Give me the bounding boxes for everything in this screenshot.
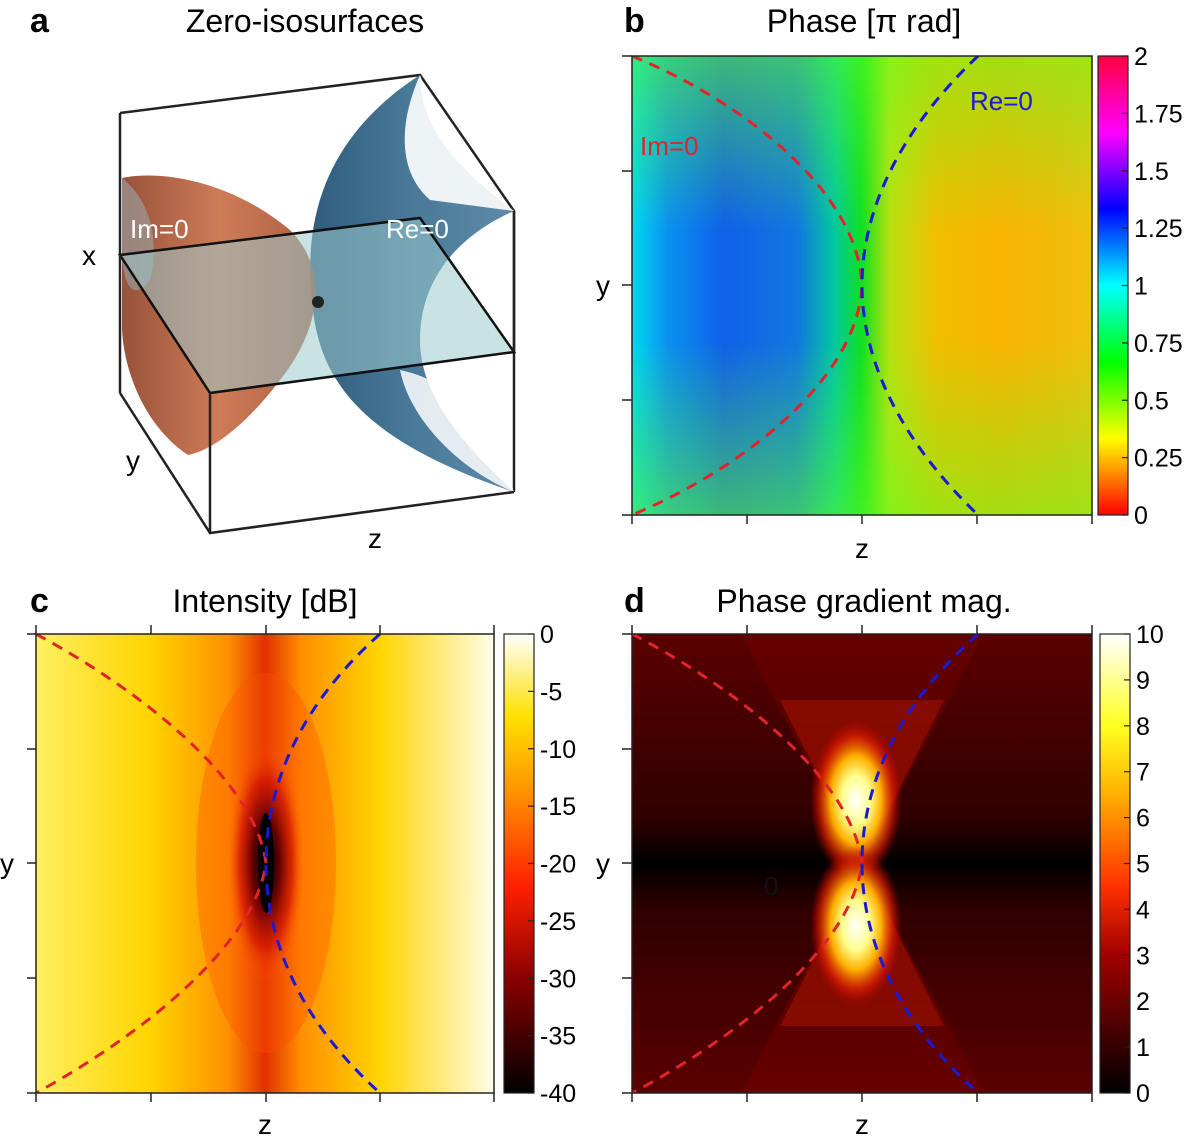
colorbar-tick-label: 2 (1134, 43, 1148, 71)
ylabel-b: y (596, 270, 610, 301)
curve-im-zero-b (632, 56, 864, 515)
colorbar-tick-label: 0 (1134, 502, 1148, 530)
colorbar-tick-label: -35 (540, 1023, 576, 1051)
label-im-zero-3d: Im=0 (130, 214, 189, 244)
axis-label-z-3d: z (368, 523, 382, 554)
label-re-zero-3d: Re=0 (386, 214, 449, 244)
colorbar-tick-label: 1 (1136, 1034, 1150, 1062)
colorbar-tick-label: 1.25 (1134, 215, 1183, 243)
ticks-b (622, 55, 1093, 524)
colorbar-tick-label: 0.5 (1134, 387, 1169, 415)
colorbar-tick-label: -40 (540, 1080, 576, 1108)
heatmap-phase-gradient (632, 634, 1092, 1093)
colorbar-tick-label: 0.75 (1134, 330, 1183, 358)
panel-b: b Phase [π rad] Im=0 Re=0 z y 0 0.25 0.5 0.… (596, 2, 1183, 564)
box-front-edges (118, 211, 516, 535)
colorbar-tick-label: 6 (1136, 805, 1150, 833)
colorbar-tick-label: -20 (540, 851, 576, 879)
ticks-c (27, 625, 495, 1102)
colorbar-tick-label: 4 (1136, 896, 1150, 924)
colorbar-ticks-d: 0 1 2 3 4 5 6 7 8 9 10 (1124, 621, 1164, 1108)
panel-title-d: Phase gradient mag. (716, 583, 1011, 619)
center-point (312, 296, 324, 308)
colorbar-tick-label: 8 (1136, 713, 1150, 741)
panel-letter-a: a (30, 2, 50, 40)
colorbar-tick-label: -10 (540, 736, 576, 764)
colorbar-tick-label: -5 (540, 678, 562, 706)
heatmap-intensity (36, 634, 494, 1093)
curve-im-zero-c (36, 634, 268, 1093)
panel-letter-d: d (624, 582, 645, 620)
axis-label-x-3d: x (82, 240, 96, 271)
xlabel-d: z (855, 1109, 869, 1136)
panel-title-c: Intensity [dB] (173, 583, 358, 619)
colorbar-tick-label: 7 (1136, 759, 1150, 787)
colorbar-tick-label: 0 (1136, 1080, 1150, 1108)
heatmap-phase (632, 56, 1092, 515)
colorbar-tick-label: 1 (1134, 273, 1148, 301)
panel-d: d Phase gradient mag. 0 z y (596, 582, 1164, 1140)
panel-c: c Intensity [dB] z y 0 -5 -10 -15 -20 -25 -30 -… (0, 582, 576, 1140)
xlabel-b: z (855, 533, 869, 564)
panel-letter-b: b (624, 2, 645, 40)
colorbar-tick-label: 1.5 (1134, 158, 1169, 186)
xlabel-c: z (258, 1109, 272, 1136)
colorbar-tick-label: 1.75 (1134, 100, 1183, 128)
colorbar-ticks-b: 0 0.25 0.5 0.75 1 1.25 1.5 1.75 2 (1122, 43, 1183, 530)
center-label-d: 0 (764, 871, 778, 901)
colorbar-tick-label: -30 (540, 965, 576, 993)
panel-a: a Zero-isosurfaces x y z Im=0 Re=0 (30, 2, 517, 554)
ylabel-c: y (0, 848, 14, 879)
colorbar-tick-label: 9 (1136, 667, 1150, 695)
colorbar-tick-label: 10 (1136, 621, 1164, 649)
colorbar-tick-label: -15 (540, 793, 576, 821)
colorbar-tick-label: 5 (1136, 851, 1150, 879)
colorbar-tick-label: -25 (540, 908, 576, 936)
panel-title-b: Phase [π rad] (767, 3, 962, 39)
ticks-d (622, 625, 1093, 1102)
panel-letter-c: c (30, 582, 49, 620)
label-re-zero-b: Re=0 (970, 86, 1033, 116)
colorbar-tick-label: 3 (1136, 942, 1150, 970)
colorbar-tick-label: 0.25 (1134, 445, 1183, 473)
colorbar-tick-label: 0 (540, 621, 554, 649)
colorbar-ticks-c: 0 -5 -10 -15 -20 -25 -30 -35 -40 (528, 621, 576, 1108)
colorbar-tick-label: 2 (1136, 988, 1150, 1016)
axis-label-y-3d: y (126, 445, 140, 476)
ylabel-d: y (596, 848, 610, 879)
panel-title-a: Zero-isosurfaces (186, 3, 424, 39)
curve-im-zero-d (632, 634, 864, 1093)
label-im-zero-b: Im=0 (640, 131, 699, 161)
